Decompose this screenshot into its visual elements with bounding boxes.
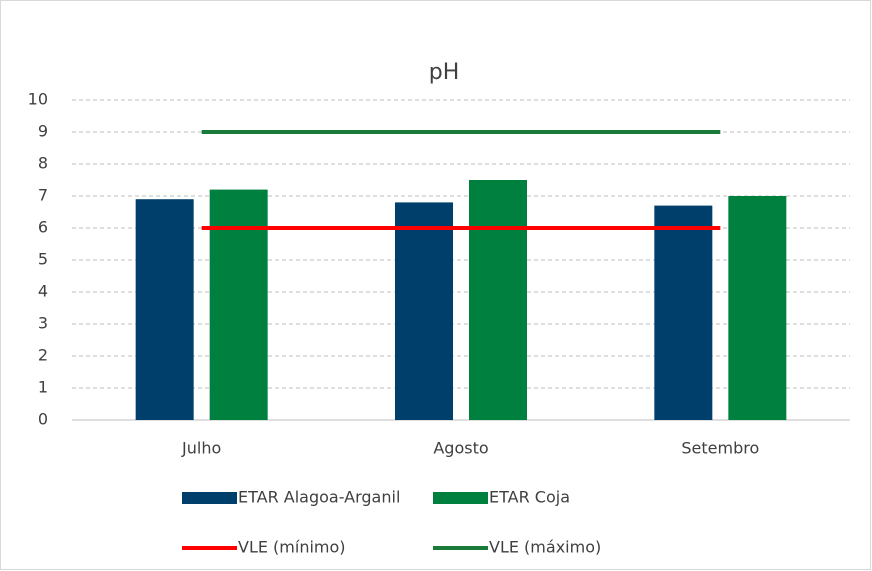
chart-title: pH [429, 60, 460, 85]
y-tick-label: 9 [38, 122, 48, 141]
y-tick-label: 1 [38, 378, 48, 397]
bar [728, 196, 787, 420]
y-tick-label: 10 [28, 90, 48, 109]
legend-label: VLE (máximo) [489, 538, 601, 557]
bar [209, 189, 268, 420]
y-tick-label: 6 [38, 218, 48, 237]
bar [654, 205, 713, 420]
y-tick-label: 7 [38, 186, 48, 205]
bar [135, 199, 194, 420]
y-tick-label: 5 [38, 250, 48, 269]
y-tick-label: 0 [38, 410, 48, 429]
x-tick-label: Setembro [681, 439, 759, 458]
x-tick-label: Julho [181, 439, 221, 458]
legend-label: ETAR Alagoa-Arganil [238, 488, 400, 507]
legend-swatch [433, 492, 488, 504]
legend-label: ETAR Coja [489, 488, 570, 507]
legend-swatch [182, 492, 237, 504]
y-tick-label: 3 [38, 314, 48, 333]
bar [395, 202, 453, 420]
y-tick-label: 8 [38, 154, 48, 173]
bar [469, 180, 527, 420]
legend-label: VLE (mínimo) [238, 538, 346, 557]
y-tick-label: 4 [38, 282, 48, 301]
y-tick-label: 2 [38, 346, 48, 365]
x-tick-label: Agosto [433, 439, 488, 458]
